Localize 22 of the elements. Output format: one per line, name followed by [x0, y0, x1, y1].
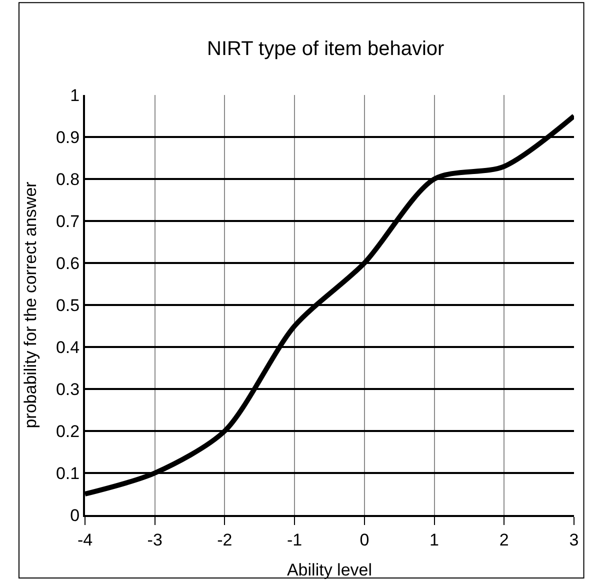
x-axis-title: Ability level: [286, 560, 372, 580]
chart-title: NIRT type of item behavior: [207, 38, 445, 60]
y-tick-label: 0.7: [56, 212, 80, 231]
x-tick-label: -2: [217, 530, 232, 550]
x-tick-label: -4: [77, 530, 93, 550]
y-tick-label: 0.3: [56, 380, 80, 399]
y-axis-title: probability for the correct answer: [21, 181, 40, 428]
y-tick-label: 0.2: [56, 422, 80, 441]
y-tick-label: 0.6: [56, 254, 80, 273]
y-tick-label: 0: [70, 506, 80, 525]
y-tick-label: 0.9: [56, 128, 80, 147]
x-tick-label: -3: [147, 530, 162, 550]
x-tick-label: 0: [360, 530, 370, 550]
x-tick-label: -1: [287, 530, 302, 550]
x-tick-label: 3: [569, 530, 579, 550]
y-tick-label: 0.8: [56, 170, 80, 189]
y-tick-label: 0.4: [56, 338, 80, 357]
x-tick-label: 2: [499, 530, 509, 550]
y-tick-label: 1: [70, 86, 80, 105]
x-tick-label: 1: [430, 530, 440, 550]
y-tick-label: 0.1: [56, 464, 80, 483]
y-tick-label: 0.5: [56, 296, 80, 315]
